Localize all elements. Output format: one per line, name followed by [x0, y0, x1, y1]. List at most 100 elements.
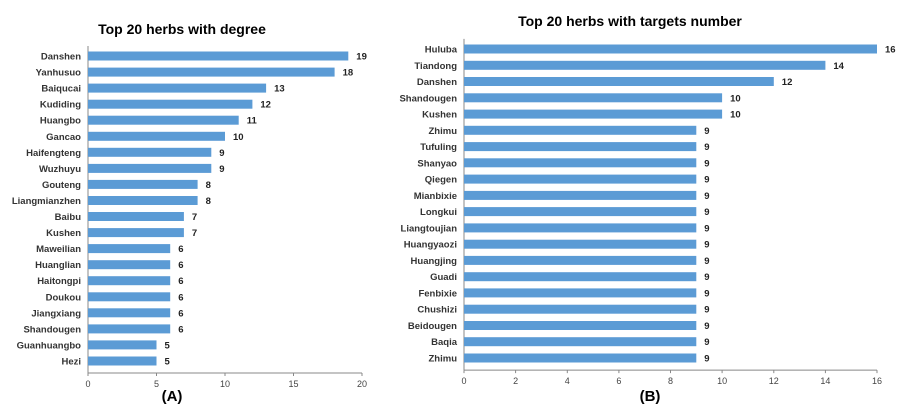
chart-1-category-label: Mianbixie — [414, 191, 457, 202]
chart-0-bar — [88, 356, 157, 366]
chart-1-bar — [464, 353, 697, 363]
chart-0-x-tick-label: 20 — [357, 379, 367, 389]
chart-1-category-label: Shandougen — [399, 93, 457, 104]
chart-0-category-label: Hezi — [61, 357, 81, 368]
chart-1-x-tick-label: 10 — [717, 376, 727, 386]
chart-0-data-label: 8 — [206, 180, 211, 191]
chart-1-bar — [464, 223, 697, 233]
chart-0-category-label: Guanhuangbo — [17, 340, 82, 351]
chart-1-x-tick-label: 14 — [820, 376, 830, 386]
chart-a-title: Top 20 herbs with degree — [98, 21, 266, 37]
chart-1-data-label: 9 — [704, 288, 709, 299]
chart-0-data-label: 6 — [178, 260, 183, 271]
chart-0-bar — [88, 308, 171, 318]
chart-0-category-label: Haifengteng — [26, 148, 81, 159]
chart-b-title: Top 20 herbs with targets number — [518, 13, 742, 29]
chart-1-bar — [464, 93, 723, 103]
chart-1-data-label: 9 — [704, 175, 709, 186]
chart-1-category-label: Zhimu — [429, 126, 458, 137]
chart-b: Top 20 herbs with targets number (B) Hul… — [399, 13, 895, 405]
chart-0-category-label: Huanglian — [35, 260, 81, 271]
chart-0-category-label: Gancao — [46, 132, 81, 143]
chart-1-x-tick-label: 16 — [872, 376, 882, 386]
chart-1-data-label: 10 — [730, 110, 741, 121]
chart-1-category-label: Huangjing — [411, 256, 458, 267]
chart-0-bar — [88, 115, 239, 125]
chart-0-bar — [88, 179, 198, 189]
chart-1-data-label: 14 — [833, 61, 844, 72]
chart-1-data-label: 9 — [704, 126, 709, 137]
chart-0-bar — [88, 260, 171, 270]
chart-1-x-tick-label: 6 — [616, 376, 621, 386]
chart-1-category-label: Huangyaozi — [404, 240, 457, 251]
chart-0-category-label: Haitongpi — [37, 276, 81, 287]
chart-1-bar — [464, 44, 877, 54]
chart-0-category-label: Baiqucai — [41, 84, 81, 95]
chart-0-category-label: Kushen — [46, 228, 81, 239]
chart-1-category-label: Fenbixie — [418, 288, 457, 299]
chart-1-x-tick-label: 4 — [565, 376, 570, 386]
chart-1-bar — [464, 288, 697, 298]
chart-0-bar — [88, 292, 171, 302]
chart-1-data-label: 9 — [704, 191, 709, 202]
chart-0-bar — [88, 147, 212, 157]
chart-0-bar — [88, 324, 171, 334]
chart-0-bar — [88, 276, 171, 286]
chart-0-x-tick-label: 5 — [154, 379, 159, 389]
chart-1-category-label: Beidougen — [408, 321, 457, 332]
chart-1-bar — [464, 239, 697, 249]
chart-0-data-label: 19 — [356, 52, 367, 63]
chart-0-category-label: Doukou — [46, 292, 82, 303]
chart-0-category-label: Yanhusuo — [36, 68, 82, 79]
chart-1-x-tick-label: 2 — [513, 376, 518, 386]
chart-0-data-label: 6 — [178, 292, 183, 303]
chart-1-data-label: 9 — [704, 142, 709, 153]
chart-0-category-label: Kudiding — [40, 100, 81, 111]
chart-1-data-label: 9 — [704, 207, 709, 218]
chart-0-data-label: 7 — [192, 228, 197, 239]
chart-0-data-label: 12 — [260, 100, 271, 111]
chart-0-category-label: Danshen — [41, 52, 81, 63]
chart-0-data-label: 6 — [178, 276, 183, 287]
chart-1-bar — [464, 207, 697, 217]
chart-1-bar — [464, 337, 697, 347]
chart-1-category-label: Tufuling — [420, 142, 457, 153]
chart-0-bar — [88, 244, 171, 254]
chart-0-data-label: 11 — [247, 116, 258, 127]
chart-1-bar — [464, 109, 723, 119]
chart-0-category-label: Maweilian — [36, 244, 81, 255]
chart-1-category-label: Kushen — [422, 110, 457, 121]
chart-0-bar — [88, 340, 157, 350]
chart-1-bar — [464, 60, 826, 70]
chart-0-bar — [88, 196, 198, 205]
chart-0-data-label: 9 — [219, 164, 224, 175]
chart-1-data-label: 9 — [704, 272, 709, 283]
chart-0-bar — [88, 131, 225, 141]
chart-1-x-tick-label: 12 — [769, 376, 779, 386]
chart-1-bar — [464, 142, 697, 152]
chart-0-data-label: 6 — [178, 324, 183, 335]
chart-0-data-label: 9 — [219, 148, 224, 159]
chart-b-panel-label: (B) — [640, 388, 661, 405]
chart-1-category-label: Chushizi — [417, 305, 457, 316]
chart-1-data-label: 9 — [704, 223, 709, 234]
chart-1-category-label: Baqia — [431, 337, 458, 348]
chart-0-x-tick-label: 0 — [85, 379, 90, 389]
chart-0-data-label: 5 — [165, 340, 171, 351]
chart-0-category-label: Wuzhuyu — [39, 164, 81, 175]
chart-1-bar — [464, 158, 697, 168]
chart-1-bar — [464, 321, 697, 330]
chart-0-data-label: 5 — [165, 357, 171, 368]
chart-0-data-label: 10 — [233, 132, 244, 143]
chart-1-bar — [464, 190, 697, 200]
chart-0-bar — [88, 99, 253, 109]
chart-1-x-tick-label: 0 — [461, 376, 466, 386]
chart-0-category-label: Liangmianzhen — [12, 196, 81, 207]
chart-0-x-tick-label: 10 — [220, 379, 230, 389]
chart-1-data-label: 9 — [704, 337, 709, 348]
chart-1-category-label: Zhimu — [429, 354, 458, 365]
chart-a: Top 20 herbs with degree (A) Danshen 19 Ya… — [12, 21, 367, 405]
chart-0-bar — [88, 67, 335, 77]
chart-1-x-tick-label: 8 — [668, 376, 673, 386]
chart-1-bar — [464, 304, 697, 314]
